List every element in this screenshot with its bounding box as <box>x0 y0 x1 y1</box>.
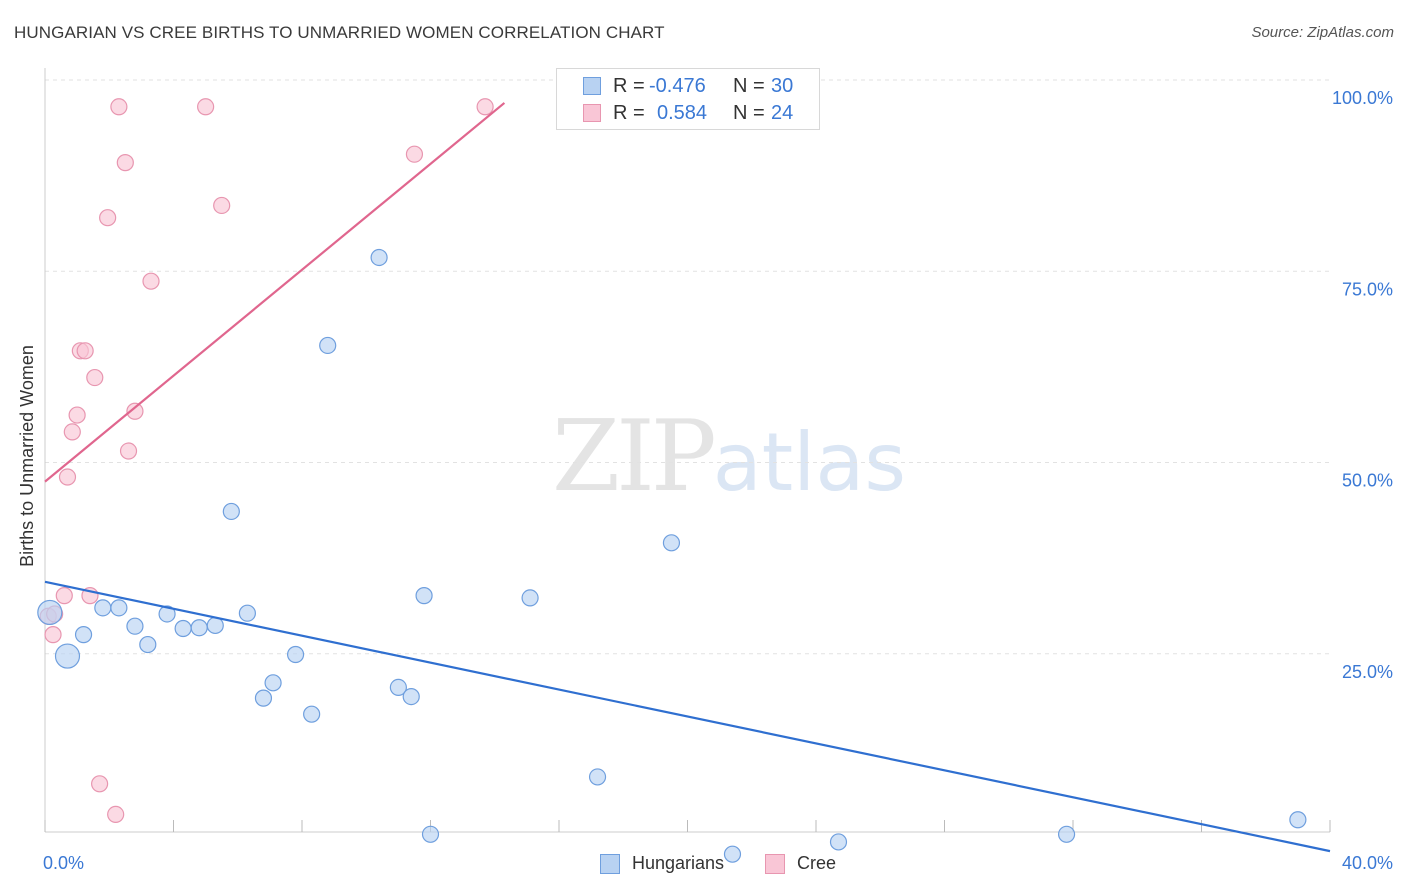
hungarians-swatch-icon <box>583 77 601 95</box>
hungarians-point <box>54 643 81 669</box>
cree-point <box>213 196 231 215</box>
hungarians-point <box>829 833 848 851</box>
hungarians-trend-line <box>44 580 1331 853</box>
hungarians-point <box>206 616 224 635</box>
point-layer <box>37 98 1307 863</box>
hungarians-point <box>1057 825 1076 843</box>
cree-point <box>55 587 73 605</box>
cree-point <box>63 423 81 441</box>
hungarians-point <box>222 502 240 521</box>
hungarians-n-label: N = <box>733 75 765 97</box>
source-label: Source: ZipAtlas.com <box>1251 24 1394 41</box>
y-tick-label: 75.0% <box>1342 279 1393 299</box>
correlation-legend: R = -0.476 N = 30 R = 0.584 N = 24 <box>556 68 820 130</box>
watermark: ZIPatlas <box>552 400 906 514</box>
hungarians-point <box>74 626 93 644</box>
cree-point <box>126 402 144 420</box>
hungarians-point <box>174 619 192 638</box>
cree-point <box>99 209 117 227</box>
hungarians-point <box>389 678 407 697</box>
cree-trend-line <box>44 102 506 483</box>
grid-layer <box>45 79 1330 655</box>
hungarians-legend-icon <box>600 854 620 874</box>
hungarians-point <box>94 599 112 617</box>
hungarians-point <box>370 248 388 267</box>
chart-title: HUNGARIAN VS CREE BIRTHS TO UNMARRIED WO… <box>14 23 665 42</box>
hungarians-point <box>139 635 157 654</box>
hungarians-point <box>1289 811 1307 829</box>
hungarians-point <box>254 689 273 707</box>
hungarians-point <box>421 825 440 843</box>
hungarians-r-label: R = <box>613 75 645 97</box>
cree-point <box>107 805 125 824</box>
x-tick-label-min: 0.0% <box>43 853 84 873</box>
cree-point <box>119 442 138 460</box>
hungarians-point <box>190 619 208 637</box>
hungarians-point <box>37 599 63 626</box>
hungarians-point <box>238 604 256 622</box>
y-axis-title: Births to Unmarried Women <box>17 345 37 567</box>
cree-n-value: 24 <box>771 102 794 124</box>
hungarians-point <box>158 605 176 623</box>
y-tick-label: 100.0% <box>1332 88 1393 108</box>
hungarians-point <box>126 617 144 635</box>
hungarians-point <box>415 587 433 605</box>
cree-point <box>86 368 104 387</box>
hungarians-point <box>402 687 420 706</box>
hungarians-point <box>662 534 681 552</box>
cree-n-label: N = <box>733 102 765 124</box>
cree-point <box>68 406 86 424</box>
cree-swatch-icon <box>583 104 601 122</box>
cree-point <box>197 98 215 116</box>
hungarians-point <box>319 336 337 355</box>
cree-point <box>58 468 77 486</box>
cree-legend-label: Cree <box>797 853 837 873</box>
hungarians-point <box>521 589 539 607</box>
trend-layer <box>44 102 1331 853</box>
hungarians-legend-label: Hungarians <box>632 853 725 873</box>
cree-r-label: R = <box>613 102 645 124</box>
cree-point <box>110 98 128 116</box>
hungarians-point <box>286 645 305 664</box>
hungarians-point <box>264 674 282 692</box>
cree-point <box>116 154 134 172</box>
hungarians-point <box>588 768 607 786</box>
hungarians-r-value: -0.476 <box>649 75 706 97</box>
hungarians-n-value: 30 <box>771 75 794 97</box>
cree-point <box>142 272 160 290</box>
cree-point <box>476 98 494 116</box>
hungarians-point <box>303 705 321 723</box>
cree-point <box>44 626 62 644</box>
x-tick-label-max: 40.0% <box>1342 853 1393 873</box>
cree-point <box>91 775 109 793</box>
cree-point <box>405 145 424 163</box>
cree-r-value: 0.584 <box>657 102 708 124</box>
hungarians-point <box>110 599 128 617</box>
y-tick-label: 50.0% <box>1342 471 1393 491</box>
watermark-zip: ZIP <box>552 400 717 514</box>
hungarians-point <box>723 845 742 863</box>
label-layer: 25.0% 50.0% 75.0% 100.0% 0.0% 40.0% Births to … <box>17 88 1393 873</box>
cree-point <box>76 342 94 360</box>
cree-legend-icon <box>765 854 785 874</box>
y-tick-label: 25.0% <box>1342 662 1393 682</box>
axis-layer <box>44 68 1331 833</box>
